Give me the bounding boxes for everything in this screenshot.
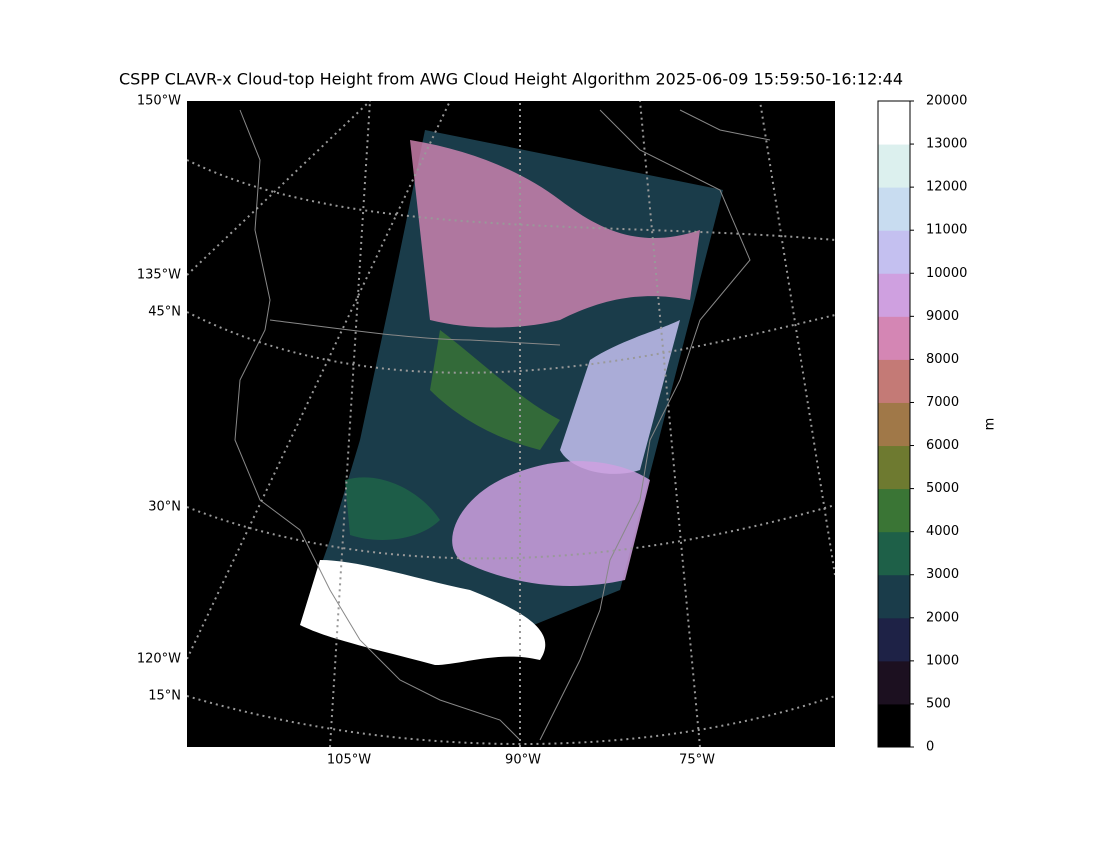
colorbar-bin (878, 187, 910, 231)
colorbar-bin (878, 359, 910, 403)
colorbar-tick-label: 9000 (926, 309, 959, 324)
map-label: 135°W (137, 268, 181, 283)
colorbar-tick-label: 20000 (926, 94, 967, 109)
colorbar-bin (878, 144, 910, 188)
colorbar-tick-label: 5000 (926, 481, 959, 496)
colorbar-bin (878, 230, 910, 274)
map-label: 90°W (505, 753, 541, 768)
map-label: 105°W (327, 753, 371, 768)
cloud (560, 320, 680, 474)
colorbar-bin (878, 574, 910, 619)
colorbar-tick-label: 2000 (926, 610, 959, 625)
title: CSPP CLAVR-x Cloud-top Height from AWG C… (119, 70, 903, 89)
map-label: 150°W (137, 94, 181, 109)
colorbar-tick-label: 3000 (926, 567, 959, 582)
colorbar-tick-label: 0 (926, 740, 934, 755)
colorbar-tick-label: 11000 (926, 223, 967, 238)
colorbar-bin (878, 617, 910, 662)
map-label: 30°N (148, 500, 181, 515)
colorbar-bin (878, 316, 910, 360)
colorbar-bin (878, 402, 910, 447)
colorbar-frame (877, 100, 911, 748)
map-content (187, 101, 835, 747)
colorbar-tick-label: 8000 (926, 352, 959, 367)
colorbar-bin (878, 531, 910, 576)
colorbar-tick-label: 6000 (926, 438, 959, 453)
graticule (187, 101, 835, 747)
cloud (452, 461, 650, 586)
map-label: 45°N (148, 305, 181, 320)
colorbar-label: m (983, 418, 998, 431)
cloud (345, 477, 440, 540)
cloud (410, 140, 700, 328)
colorbar-tick-label: 13000 (926, 137, 967, 152)
map-label: 120°W (137, 652, 181, 667)
colorbar-tick-label: 12000 (926, 180, 967, 195)
colorbar-bin (878, 703, 910, 748)
colorbar-bin (878, 445, 910, 490)
colorbar-tick-label: 1000 (926, 653, 959, 668)
map-label: 75°W (679, 753, 715, 768)
cloud (430, 330, 560, 450)
colorbar-tick-label: 7000 (926, 395, 959, 410)
colorbar-bin (878, 488, 910, 533)
colorbar-bin (878, 101, 910, 145)
cloud (300, 560, 546, 665)
colorbar-tick-label: 4000 (926, 524, 959, 539)
colorbar-tick-label: 500 (926, 696, 951, 711)
colorbar-bin (878, 273, 910, 317)
map-label: 15°N (148, 689, 181, 704)
colorbar-bin (878, 660, 910, 705)
colorbar-tick-label: 10000 (926, 266, 967, 281)
coastlines (234, 109, 771, 741)
